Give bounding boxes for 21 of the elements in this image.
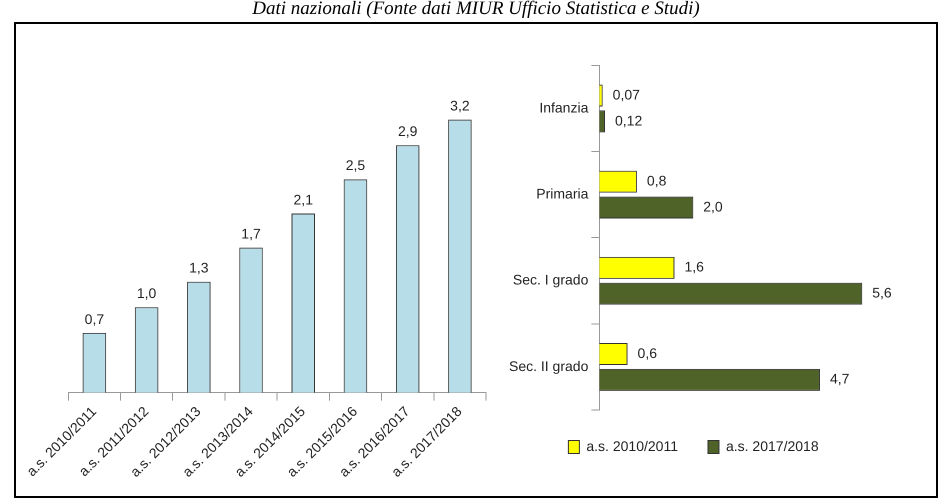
data-label: 0,6 — [638, 344, 658, 361]
data-label: 3,2 — [450, 97, 470, 114]
data-label: 2,0 — [703, 198, 723, 214]
data-label: 4,7 — [830, 370, 850, 387]
data-label: 0,7 — [84, 310, 104, 327]
data-label: 2,1 — [294, 191, 314, 208]
data-label: 1,7 — [241, 225, 261, 242]
data-label: 1,0 — [136, 285, 157, 302]
data-label: 1,3 — [189, 260, 209, 276]
y-tick-label: Infanzia — [539, 99, 589, 116]
y-tick-label: Sec. I grado — [512, 272, 589, 288]
data-label: 2,5 — [346, 157, 366, 174]
data-label: 0,07 — [612, 86, 640, 102]
y-tick-label: Primaria — [536, 185, 589, 202]
y-tick-label: Sec. II grado — [508, 358, 589, 374]
data-label: 1,6 — [684, 258, 704, 275]
data-label: 0,8 — [646, 172, 667, 189]
chart-title: Dati nazionali (Fonte dati MIUR Ufficio Statistica e Studi) — [251, 0, 701, 21]
data-label: 5,6 — [872, 284, 892, 301]
data-label: 2,9 — [398, 123, 418, 140]
data-label: 0,12 — [615, 112, 642, 128]
